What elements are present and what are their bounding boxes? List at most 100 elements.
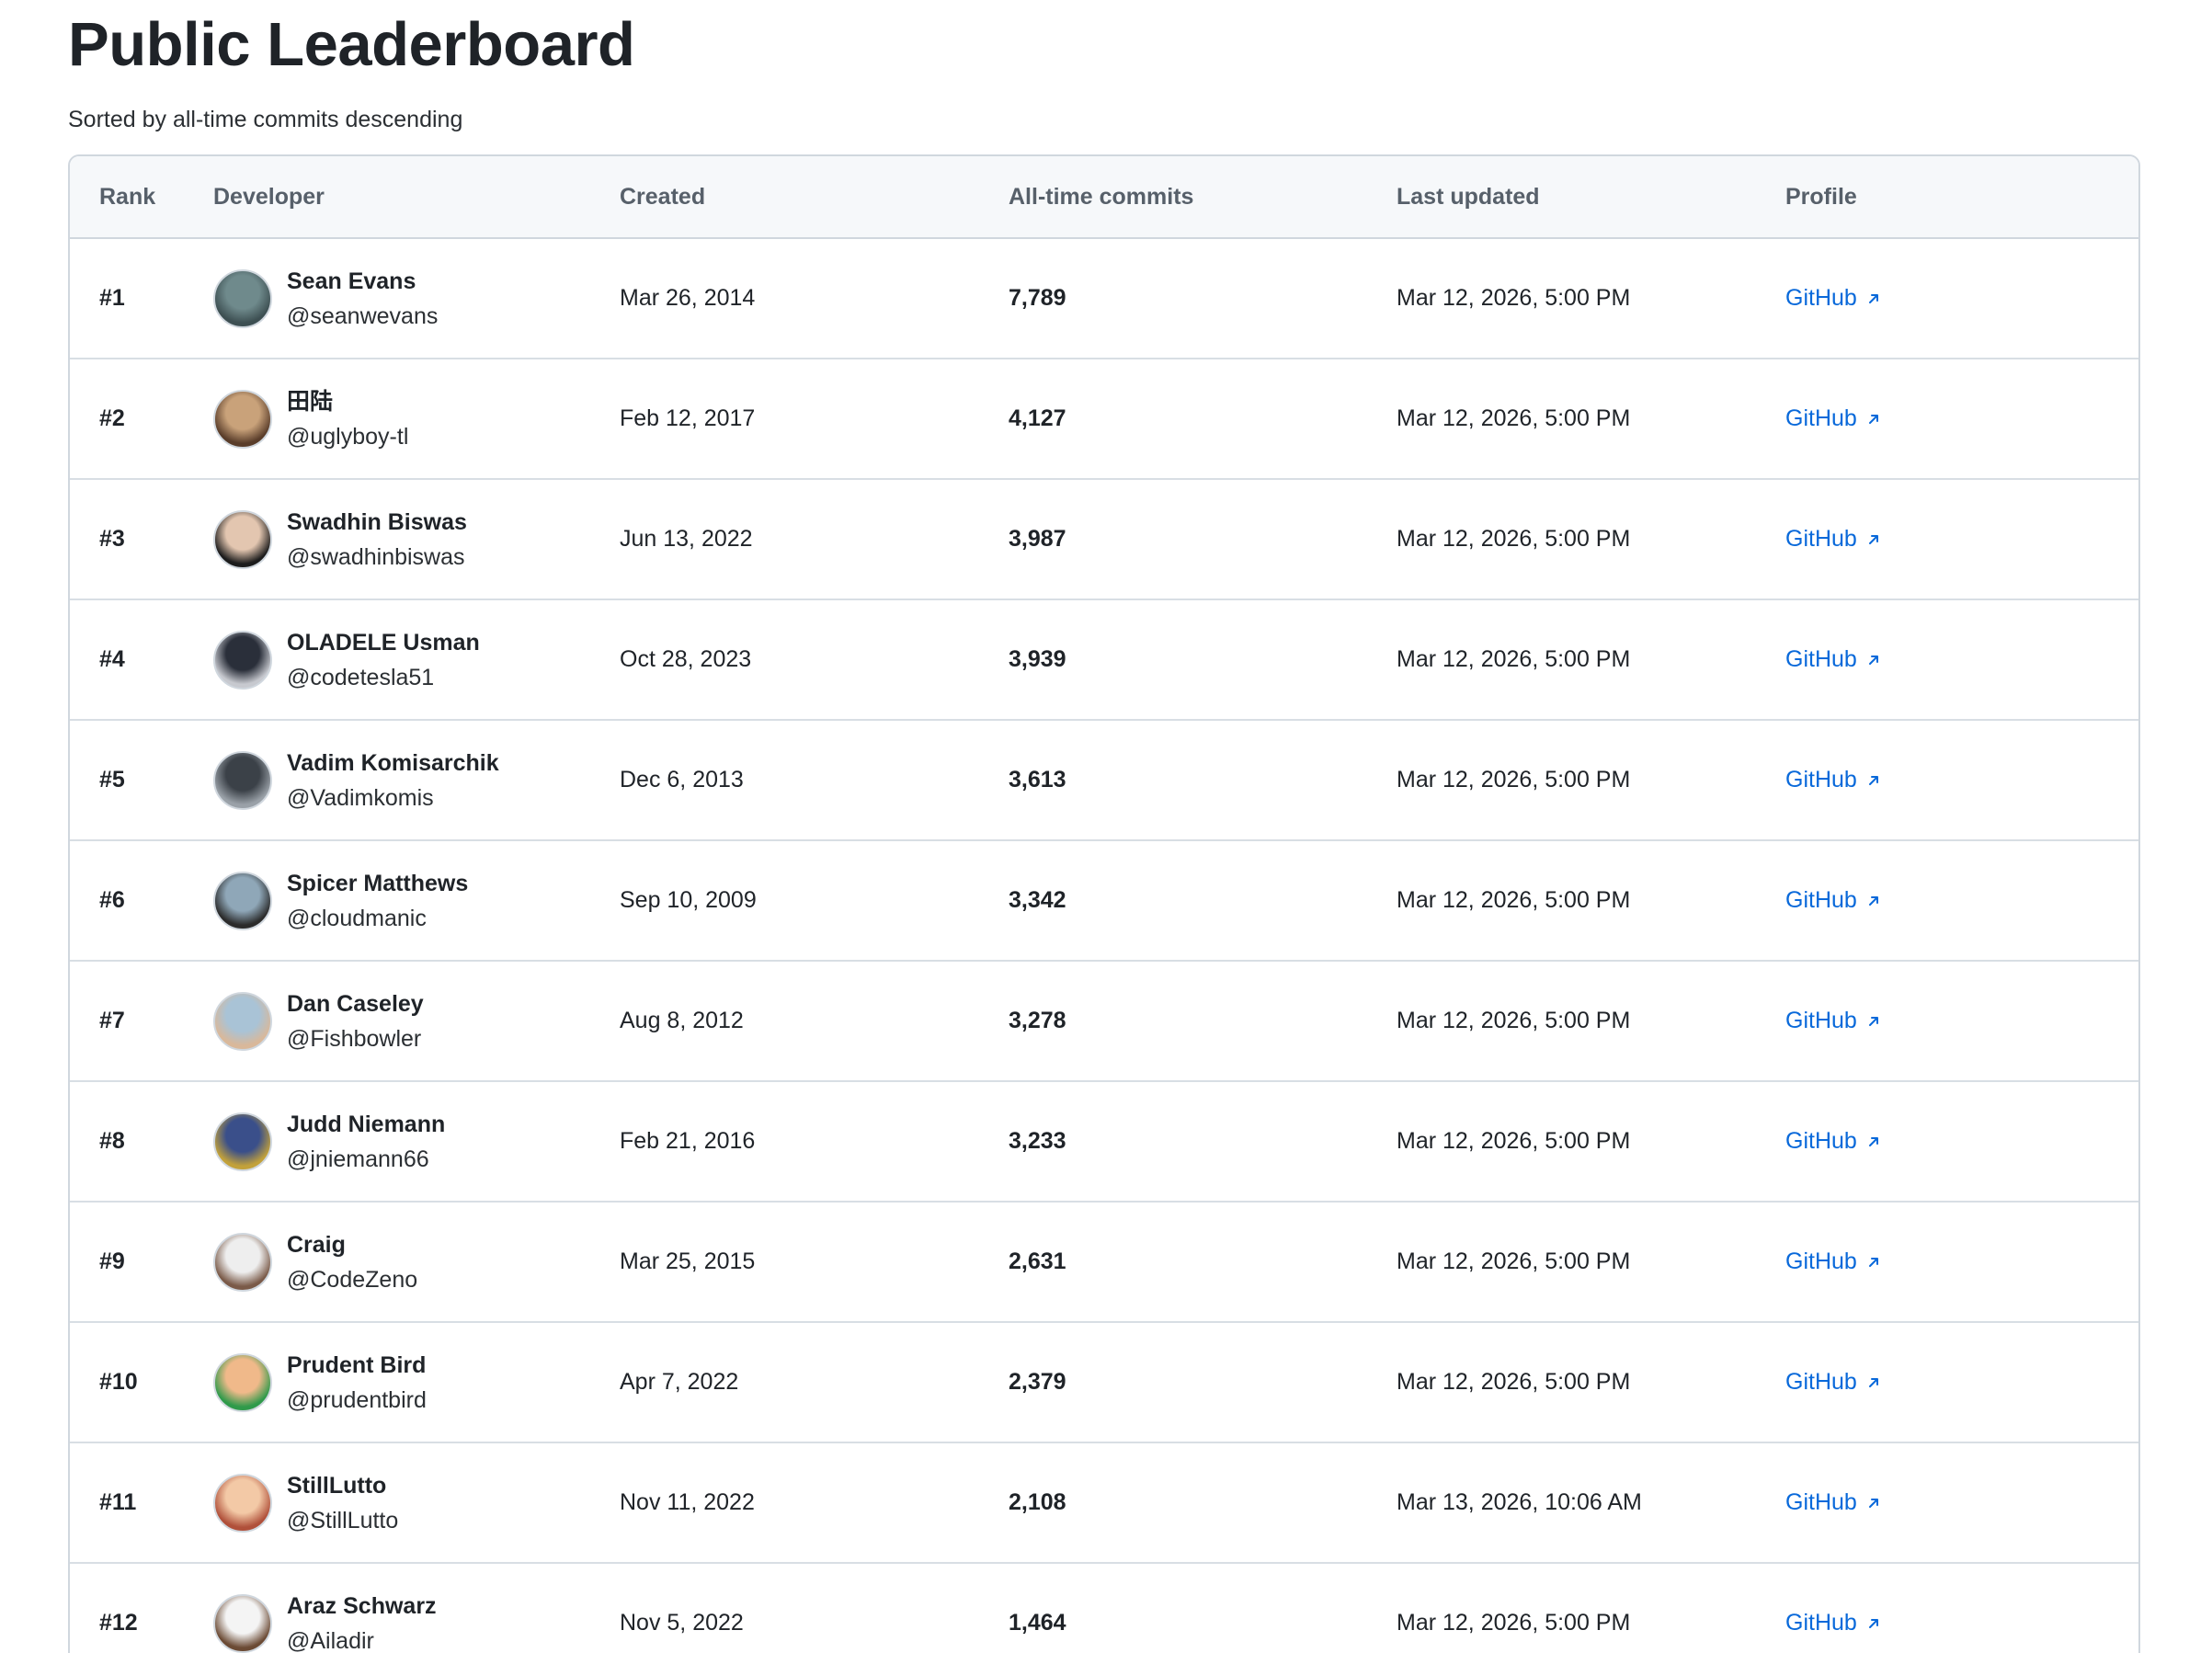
commits-cell: 4,127 [1009, 405, 1066, 431]
created-cell: Aug 8, 2012 [620, 1008, 744, 1033]
commits-cell: 1,464 [1009, 1610, 1066, 1636]
last-updated-cell: Mar 13, 2026, 10:06 AM [1397, 1489, 1642, 1515]
developer-info: Prudent Bird @prudentbird [287, 1348, 427, 1418]
github-link-label: GitHub [1785, 646, 1857, 672]
profile-cell: GitHub [1785, 1082, 1881, 1201]
developer-cell: Spicer Matthews @cloudmanic [213, 841, 468, 960]
profile-cell: GitHub [1785, 359, 1881, 478]
developer-name: Craig [287, 1231, 346, 1258]
table-row: #9 Craig @CodeZeno Mar 25, 2015 2,631 Mar 12,… [70, 1203, 2138, 1323]
avatar [213, 509, 272, 569]
header-created: Created [620, 184, 706, 210]
developer-cell: Sean Evans @seanwevans [213, 239, 438, 358]
last-updated-cell: Mar 12, 2026, 5:00 PM [1397, 646, 1631, 672]
github-profile-link[interactable]: GitHub [1785, 405, 1881, 432]
created-cell: Sep 10, 2009 [620, 887, 757, 913]
avatar [213, 1593, 272, 1653]
developer-handle: @jniemann66 [287, 1146, 429, 1172]
developer-info: Swadhin Biswas @swadhinbiswas [287, 505, 467, 575]
github-link-label: GitHub [1785, 767, 1857, 792]
avatar [213, 630, 272, 690]
github-profile-link[interactable]: GitHub [1785, 1489, 1881, 1516]
github-profile-link[interactable]: GitHub [1785, 1128, 1881, 1155]
profile-cell: GitHub [1785, 1323, 1881, 1442]
github-profile-link[interactable]: GitHub [1785, 1008, 1881, 1034]
avatar [213, 1352, 272, 1412]
avatar [213, 1112, 272, 1171]
github-profile-link[interactable]: GitHub [1785, 526, 1881, 553]
developer-handle: @uglyboy-tl [287, 423, 409, 450]
table-row: #12 Araz Schwarz @Ailadir Nov 5, 2022 1,464 M… [70, 1564, 2138, 1653]
profile-cell: GitHub [1785, 721, 1881, 839]
rank-cell: #9 [99, 1248, 125, 1274]
last-updated-cell: Mar 12, 2026, 5:00 PM [1397, 1008, 1631, 1033]
github-profile-link[interactable]: GitHub [1785, 767, 1881, 793]
developer-cell: StillLutto @StillLutto [213, 1443, 398, 1562]
avatar [213, 268, 272, 328]
last-updated-cell: Mar 12, 2026, 5:00 PM [1397, 1128, 1631, 1154]
created-cell: Oct 28, 2023 [620, 646, 752, 672]
developer-name: Vadim Komisarchik [287, 749, 499, 776]
github-profile-link[interactable]: GitHub [1785, 1369, 1881, 1396]
github-link-label: GitHub [1785, 526, 1857, 552]
profile-cell: GitHub [1785, 1443, 1881, 1562]
commits-cell: 3,278 [1009, 1008, 1066, 1033]
external-link-icon [1868, 1016, 1878, 1026]
external-link-icon [1868, 1136, 1878, 1146]
github-profile-link[interactable]: GitHub [1785, 285, 1881, 312]
last-updated-cell: Mar 12, 2026, 5:00 PM [1397, 285, 1631, 311]
last-updated-cell: Mar 12, 2026, 5:00 PM [1397, 1248, 1631, 1274]
developer-cell: 田陆 @uglyboy-tl [213, 359, 408, 478]
rank-cell: #1 [99, 285, 125, 311]
table-body: #1 Sean Evans @seanwevans Mar 26, 2014 7,789… [70, 239, 2138, 1653]
external-link-icon [1868, 534, 1878, 544]
github-link-label: GitHub [1785, 405, 1857, 431]
developer-handle: @CodeZeno [287, 1266, 418, 1293]
developer-info: Dan Caseley @Fishbowler [287, 986, 424, 1056]
github-link-label: GitHub [1785, 285, 1857, 311]
last-updated-cell: Mar 12, 2026, 5:00 PM [1397, 526, 1631, 552]
developer-handle: @StillLutto [287, 1507, 399, 1533]
developer-name: OLADELE Usman [287, 629, 480, 656]
external-link-icon [1868, 895, 1878, 906]
avatar [213, 750, 272, 810]
avatar [213, 389, 272, 449]
avatar [213, 1232, 272, 1292]
developer-name: Spicer Matthews [287, 870, 469, 896]
header-developer: Developer [213, 184, 325, 210]
developer-cell: Vadim Komisarchik @Vadimkomis [213, 721, 499, 839]
created-cell: Nov 11, 2022 [620, 1489, 755, 1515]
created-cell: Feb 12, 2017 [620, 405, 756, 431]
developer-name: Swadhin Biswas [287, 508, 467, 535]
table-row: #8 Judd Niemann @jniemann66 Feb 21, 2016 3,2… [70, 1082, 2138, 1203]
table-row: #11 StillLutto @StillLutto Nov 11, 2022 2,10… [70, 1443, 2138, 1564]
developer-name: Araz Schwarz [287, 1592, 437, 1619]
table-row: #4 OLADELE Usman @codetesla51 Oct 28, 2023 3… [70, 600, 2138, 721]
page-subtitle: Sorted by all-time commits descending [68, 107, 463, 132]
developer-handle: @Vadimkomis [287, 784, 434, 811]
developer-info: Judd Niemann @jniemann66 [287, 1107, 445, 1177]
rank-cell: #12 [99, 1610, 138, 1636]
last-updated-cell: Mar 12, 2026, 5:00 PM [1397, 767, 1631, 792]
created-cell: Nov 5, 2022 [620, 1610, 744, 1636]
github-profile-link[interactable]: GitHub [1785, 646, 1881, 673]
developer-info: OLADELE Usman @codetesla51 [287, 625, 480, 695]
rank-cell: #10 [99, 1369, 138, 1395]
rank-cell: #6 [99, 887, 125, 913]
table-row: #3 Swadhin Biswas @swadhinbiswas Jun 13, 20… [70, 480, 2138, 600]
external-link-icon [1868, 414, 1878, 424]
github-profile-link[interactable]: GitHub [1785, 887, 1881, 914]
developer-info: 田陆 @uglyboy-tl [287, 384, 408, 454]
github-profile-link[interactable]: GitHub [1785, 1610, 1881, 1636]
developer-info: Vadim Komisarchik @Vadimkomis [287, 746, 499, 815]
developer-name: 田陆 [287, 388, 334, 415]
github-profile-link[interactable]: GitHub [1785, 1248, 1881, 1275]
created-cell: Dec 6, 2013 [620, 767, 744, 792]
created-cell: Feb 21, 2016 [620, 1128, 756, 1154]
commits-cell: 2,631 [1009, 1248, 1066, 1274]
developer-info: Craig @CodeZeno [287, 1227, 417, 1297]
developer-handle: @codetesla51 [287, 664, 435, 690]
page-title: Public Leaderboard [68, 10, 635, 79]
created-cell: Mar 26, 2014 [620, 285, 756, 311]
developer-cell: Craig @CodeZeno [213, 1203, 417, 1321]
